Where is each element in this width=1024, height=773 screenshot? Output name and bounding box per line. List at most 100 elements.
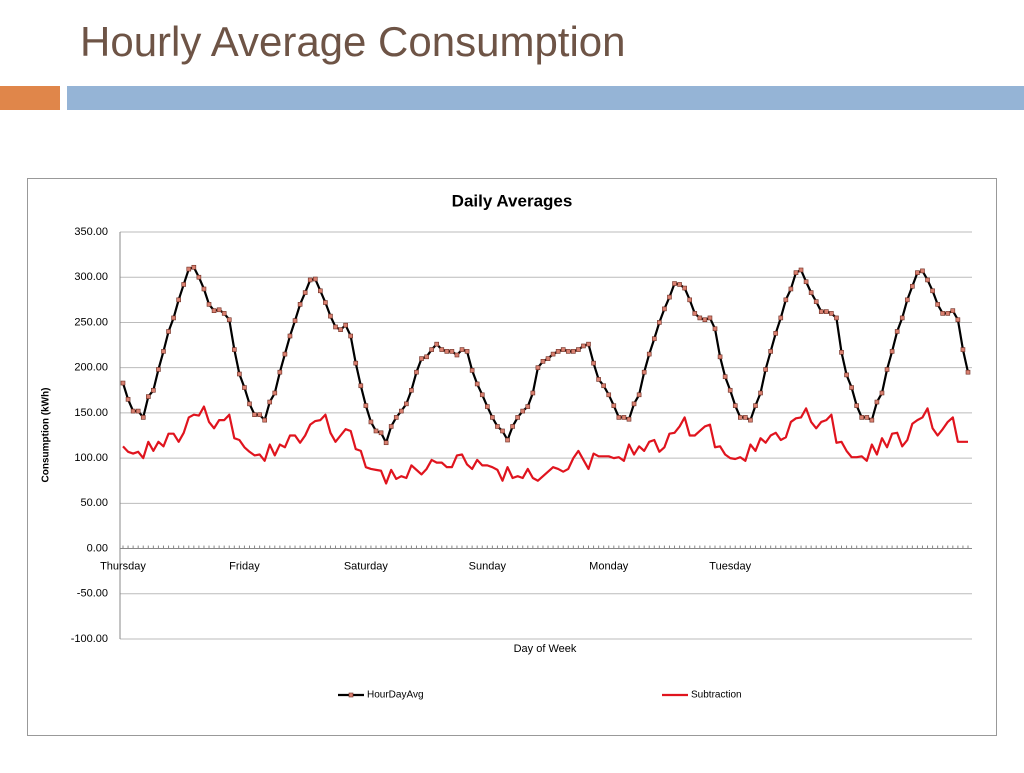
marker [505, 437, 510, 443]
marker [824, 309, 829, 314]
marker [196, 274, 202, 280]
y-tick-label: 0.00 [87, 542, 108, 554]
x-tick-label: Thursday [100, 560, 146, 572]
marker [910, 283, 915, 289]
marker [864, 415, 870, 420]
marker [829, 311, 834, 316]
marker [287, 333, 293, 339]
marker [758, 390, 763, 396]
marker [530, 390, 536, 396]
x-tick-label: Saturday [344, 560, 389, 572]
marker [657, 320, 662, 325]
marker [348, 333, 353, 339]
marker [798, 267, 804, 273]
marker [783, 297, 789, 303]
marker [646, 351, 652, 357]
marker [267, 399, 273, 405]
marker [474, 381, 480, 387]
marker [606, 392, 612, 398]
marker [419, 356, 424, 361]
y-tick-label: -100.00 [71, 633, 108, 645]
marker [930, 288, 935, 294]
marker [844, 372, 849, 378]
marker [373, 428, 379, 434]
marker [641, 369, 647, 375]
slide-title: Hourly Average Consumption [80, 18, 626, 65]
marker [540, 359, 546, 364]
marker [368, 419, 374, 425]
marker [495, 424, 500, 429]
marker [338, 327, 343, 332]
marker [247, 401, 252, 407]
marker [571, 349, 576, 354]
marker [788, 286, 794, 292]
x-axis-label: Day of Week [514, 643, 577, 655]
marker [591, 360, 596, 366]
marker [424, 354, 429, 360]
marker [191, 264, 197, 270]
marker [662, 306, 667, 312]
marker [889, 349, 895, 354]
marker [778, 315, 784, 321]
marker [849, 385, 854, 390]
y-tick-label: 100.00 [74, 452, 108, 464]
marker [601, 383, 606, 389]
marker [621, 415, 627, 420]
marker [343, 322, 348, 328]
marker [125, 397, 131, 402]
marker [753, 403, 758, 408]
marker [490, 415, 495, 420]
marker [145, 394, 151, 399]
chart-title: Daily Averages [452, 191, 573, 210]
marker [257, 412, 262, 417]
marker [768, 349, 773, 354]
marker [237, 371, 242, 377]
legend-label: Subtraction [691, 690, 742, 701]
marker [535, 365, 541, 370]
marker [515, 415, 520, 420]
legend-marker [348, 692, 354, 698]
marker [226, 317, 232, 323]
y-tick-label: 50.00 [80, 497, 108, 509]
marker [500, 428, 505, 434]
marker [358, 383, 364, 389]
x-tick-label: Tuesday [709, 560, 751, 572]
marker [712, 326, 718, 332]
marker [297, 302, 303, 307]
y-tick-label: 200.00 [74, 362, 108, 374]
legend-label: HourDayAvg [367, 690, 424, 701]
marker [727, 387, 733, 393]
y-axis-label: Consumption (kWh) [41, 388, 52, 483]
marker [626, 416, 632, 422]
marker [510, 424, 515, 429]
marker [414, 369, 419, 375]
marker [363, 403, 369, 408]
marker [818, 309, 824, 314]
marker [353, 360, 359, 366]
marker [525, 404, 531, 409]
x-tick-label: Sunday [469, 560, 507, 572]
marker [545, 356, 551, 361]
series-line [122, 405, 968, 485]
x-tick-label: Monday [589, 560, 629, 572]
marker [140, 415, 146, 420]
accent-bar [0, 86, 60, 110]
marker [434, 341, 440, 347]
marker [955, 317, 961, 323]
marker [722, 374, 728, 380]
marker [409, 387, 414, 393]
marker [576, 347, 581, 352]
marker [464, 349, 470, 354]
header-bar [67, 86, 1024, 110]
marker [479, 392, 485, 398]
marker [581, 343, 586, 349]
marker [859, 415, 865, 420]
marker [702, 317, 708, 323]
marker [732, 403, 738, 408]
marker [869, 417, 875, 423]
marker [333, 324, 338, 330]
marker [915, 270, 920, 276]
marker [454, 352, 460, 358]
marker [307, 277, 313, 283]
marker [221, 311, 227, 316]
